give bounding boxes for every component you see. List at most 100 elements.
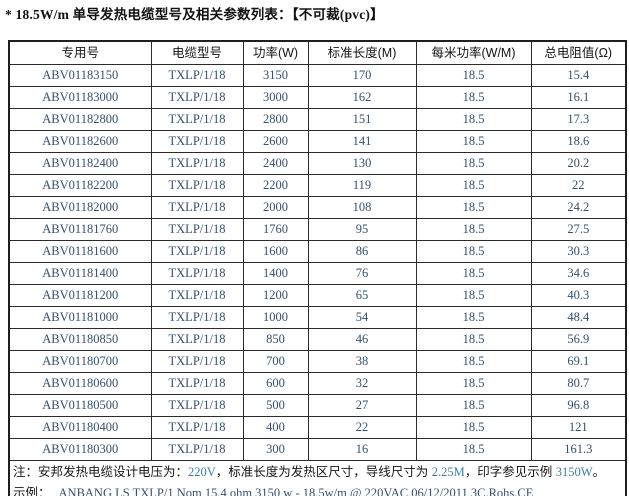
table-cell: 56.9 [530,328,627,351]
column-header-power: 功率(W) [242,40,309,65]
table-cell: 119 [307,174,417,197]
table-cell: 20.2 [530,152,627,175]
table-cell: 24.2 [530,196,627,219]
table-cell: ABV01181000 [8,306,152,329]
note-voltage-value: 220V [188,465,216,479]
table-cell: ABV01181200 [8,284,152,307]
table-cell: 95 [307,218,417,241]
table-cell: ABV01180300 [8,438,152,461]
table-row: ABV01180700 TXLP/1/18 700 38 18.5 69.1 [8,350,627,373]
table-cell: ABV01180850 [8,328,152,351]
table-cell: TXLP/1/18 [150,372,244,395]
table-cell: ABV01180600 [8,372,152,395]
table-cell: 17.3 [530,108,627,131]
table-cell: 18.5 [415,108,532,131]
table-row: ABV01182200 TXLP/1/18 2200 119 18.5 22 [8,174,627,197]
table-cell: ABV01180700 [8,350,152,373]
table-cell: 300 [242,438,309,461]
table-cell: 141 [307,130,417,153]
table-cell: 32 [307,372,417,395]
table-cell: ABV01182600 [8,130,152,153]
table-cell: TXLP/1/18 [150,262,244,285]
table-cell: 1600 [242,240,309,263]
table-cell: 18.5 [415,240,532,263]
table-cell: 18.5 [415,306,532,329]
table-cell: 400 [242,416,309,439]
table-cell: 18.5 [415,64,532,87]
column-header-cable-type: 电缆型号 [150,40,244,65]
table-cell: TXLP/1/18 [150,350,244,373]
table-footer-notes: 注：安邦发热电缆设计电压为：220V，标准长度为发热区尺寸，导线尺寸为 2.25… [8,460,627,496]
table-cell: 1000 [242,306,309,329]
table-header-row: 专用号 电缆型号 功率(W) 标准长度(M) 每米功率(W/M) 总电阻值(Ω) [8,40,627,65]
table-cell: 16 [307,438,417,461]
table-cell: 69.1 [530,350,627,373]
table-cell: TXLP/1/18 [150,174,244,197]
table-cell: 700 [242,350,309,373]
table-row: ABV01181200 TXLP/1/18 1200 65 18.5 40.3 [8,284,627,307]
table-cell: ABV01182000 [8,196,152,219]
table-row: ABV01182000 TXLP/1/18 2000 108 18.5 24.2 [8,196,627,219]
table-cell: 76 [307,262,417,285]
example-label: 示例： [13,486,51,496]
table-cell: 15.4 [530,64,627,87]
table-cell: ABV01180400 [8,416,152,439]
note-row: 注：安邦发热电缆设计电压为：220V，标准长度为发热区尺寸，导线尺寸为 2.25… [8,460,627,496]
table-cell: ABV01181400 [8,262,152,285]
table-cell: 2000 [242,196,309,219]
table-cell: 850 [242,328,309,351]
table-cell: 27 [307,394,417,417]
table-cell: 2200 [242,174,309,197]
table-cell: 34.6 [530,262,627,285]
table-cell: 54 [307,306,417,329]
table-cell: 38 [307,350,417,373]
table-cell: 18.5 [415,328,532,351]
table-cell: ABV01182400 [8,152,152,175]
table-cell: 86 [307,240,417,263]
table-cell: 18.5 [415,350,532,373]
table-cell: TXLP/1/18 [150,284,244,307]
note-cell: 注：安邦发热电缆设计电压为：220V，标准长度为发热区尺寸，导线尺寸为 2.25… [8,460,627,496]
table-cell: 121 [530,416,627,439]
column-header-power-per-meter: 每米功率(W/M) [415,40,532,65]
table-cell: TXLP/1/18 [150,328,244,351]
table-cell: 1760 [242,218,309,241]
table-cell: ABV01183000 [8,86,152,109]
table-cell: 18.5 [415,284,532,307]
table-row: ABV01181600 TXLP/1/18 1600 86 18.5 30.3 [8,240,627,263]
table-row: ABV01183000 TXLP/1/18 3000 162 18.5 16.1 [8,86,627,109]
table-row: ABV01180850 TXLP/1/18 850 46 18.5 56.9 [8,328,627,351]
table-cell: TXLP/1/18 [150,152,244,175]
table-row: ABV01183150 TXLP/1/18 3150 170 18.5 15.4 [8,64,627,87]
table-cell: 27.5 [530,218,627,241]
table-cell: 3150 [242,64,309,87]
table-cell: 1200 [242,284,309,307]
table-body: ABV01183150 TXLP/1/18 3150 170 18.5 15.4 ABV01… [8,64,627,461]
table-cell: 500 [242,394,309,417]
table-cell: ABV01182200 [8,174,152,197]
table-cell: 1400 [242,262,309,285]
table-cell: TXLP/1/18 [150,438,244,461]
table-cell: TXLP/1/18 [150,108,244,131]
example-marking-text: ANBANG LS TXLP/1 Nom 15.4 ohm 3150 w - 1… [58,486,534,496]
table-cell: 18.5 [415,196,532,219]
table-cell: 170 [307,64,417,87]
table-cell: 18.5 [415,86,532,109]
table-cell: 3000 [242,86,309,109]
table-row: ABV01181000 TXLP/1/18 1000 54 18.5 48.4 [8,306,627,329]
table-cell: TXLP/1/18 [150,394,244,417]
table-cell: 22 [530,174,627,197]
table-cell: 48.4 [530,306,627,329]
table-cell: 30.3 [530,240,627,263]
table-cell: 96.8 [530,394,627,417]
table-row: ABV01180400 TXLP/1/18 400 22 18.5 121 [8,416,627,439]
table-row: ABV01180600 TXLP/1/18 600 32 18.5 80.7 [8,372,627,395]
table-cell: 18.5 [415,394,532,417]
table-cell: 600 [242,372,309,395]
table-cell: TXLP/1/18 [150,218,244,241]
table-cell: 162 [307,86,417,109]
note-text: 。 [592,465,606,479]
table-row: ABV01181400 TXLP/1/18 1400 76 18.5 34.6 [8,262,627,285]
table-cell: TXLP/1/18 [150,240,244,263]
table-cell: 65 [307,284,417,307]
